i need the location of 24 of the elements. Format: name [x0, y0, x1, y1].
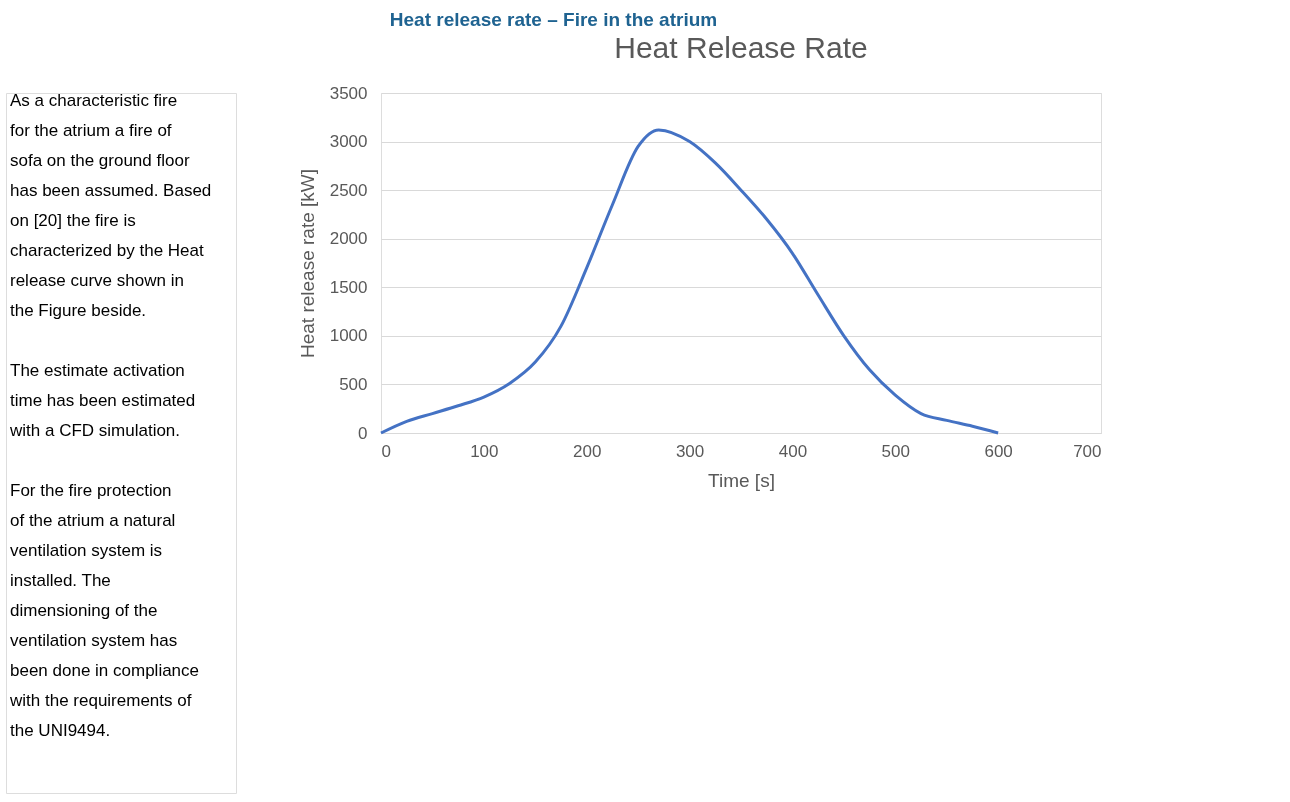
chart-subtitle: Heat Release Rate	[614, 31, 868, 64]
y-tick-label: 1500	[329, 277, 368, 297]
y-tick-label: 500	[339, 374, 368, 394]
x-tick-label: 600	[984, 441, 1013, 461]
y-tick-label: 2000	[329, 229, 368, 249]
x-tick-label: 100	[470, 441, 499, 461]
y-tick-label: 2500	[329, 180, 368, 200]
y-tick-label: 3000	[329, 132, 368, 152]
x-tick-label: 500	[881, 441, 910, 461]
x-axis-title: Time [s]	[708, 469, 775, 491]
line-series	[379, 128, 1000, 435]
x-tick-label: 300	[675, 441, 705, 461]
text: The estimate activation time has been estimated with a CFD simulation.	[9, 361, 196, 440]
x-tick-label: 400	[778, 441, 808, 461]
text: As a characteristic fire for the atrium a fire of sofa on the ground floor has been assumed. Based on [20] the fire is characterized by the Heat release curve shown in the Figure beside.	[10, 91, 212, 320]
x-tick-label: 200	[573, 441, 602, 461]
y-tick-label: 1000	[329, 326, 368, 346]
text: For the fire protection of the atrium a natural ventilation system is installed. The dimensioning of the ventilation system has been done in compliance with the requirements of the UNI9494.	[10, 481, 200, 740]
x-tick-label: 0	[381, 441, 391, 461]
y-axis-title: Heat release rate [kW]	[296, 168, 318, 359]
y-tick-label: 0	[358, 423, 368, 443]
x-tick-label: 700	[1073, 441, 1102, 461]
y-tick-label: 3500	[329, 83, 368, 103]
chart-title: Heat release rate – Fire in the atrium	[389, 8, 718, 30]
